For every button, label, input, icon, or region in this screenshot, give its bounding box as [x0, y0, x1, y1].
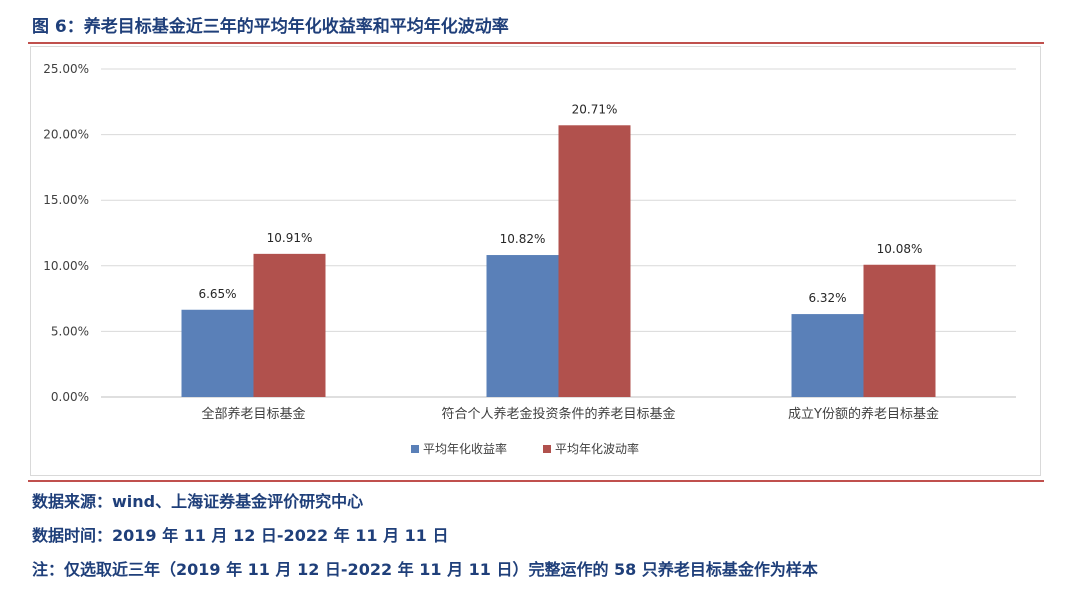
bar-volatility — [253, 253, 326, 397]
y-tick-label: 15.00% — [43, 193, 89, 207]
x-tick-label: 成立Y份额的养老目标基金 — [788, 406, 939, 422]
sample-note: 注：仅选取近三年（2019 年 11 月 12 日-2022 年 11 月 11… — [32, 560, 818, 579]
bar-volatility — [558, 125, 631, 398]
top-divider — [28, 42, 1044, 44]
x-tick-label: 符合个人养老金投资条件的养老目标基金 — [441, 406, 675, 422]
bar-return — [486, 255, 559, 397]
legend-label: 平均年化收益率 — [423, 441, 507, 456]
data-label: 20.71% — [572, 102, 618, 116]
y-tick-label: 10.00% — [43, 259, 89, 273]
data-time-note: 数据时间：2019 年 11 月 12 日-2022 年 11 月 11 日 — [32, 526, 449, 545]
x-tick-label: 全部养老目标基金 — [201, 406, 305, 422]
y-tick-label: 0.00% — [51, 390, 89, 404]
data-label: 10.82% — [500, 232, 546, 246]
bar-volatility — [863, 264, 936, 397]
bar-return — [181, 309, 254, 397]
y-tick-label: 20.00% — [43, 128, 89, 142]
legend-swatch — [543, 445, 551, 453]
legend-label: 平均年化波动率 — [555, 441, 639, 456]
data-label: 6.65% — [198, 287, 236, 301]
figure-title: 图 6：养老目标基金近三年的平均年化收益率和平均年化波动率 — [32, 17, 509, 37]
bottom-divider — [28, 480, 1044, 482]
data-label: 10.91% — [267, 231, 313, 245]
legend-swatch — [411, 445, 419, 453]
source-note: 数据来源：wind、上海证券基金评价研究中心 — [32, 492, 364, 511]
y-tick-label: 25.00% — [43, 62, 89, 76]
bar-chart: 0.00% 5.00% 10.00% 15.00% 20.00% 25.00% 6.65% 1… — [43, 62, 1016, 456]
y-tick-label: 5.00% — [51, 324, 89, 338]
bar-return — [791, 314, 864, 397]
chart-frame: 0.00% 5.00% 10.00% 15.00% 20.00% 25.00% 6.65% 1… — [30, 46, 1041, 476]
data-label: 6.32% — [808, 291, 846, 305]
data-label: 10.08% — [877, 242, 923, 256]
